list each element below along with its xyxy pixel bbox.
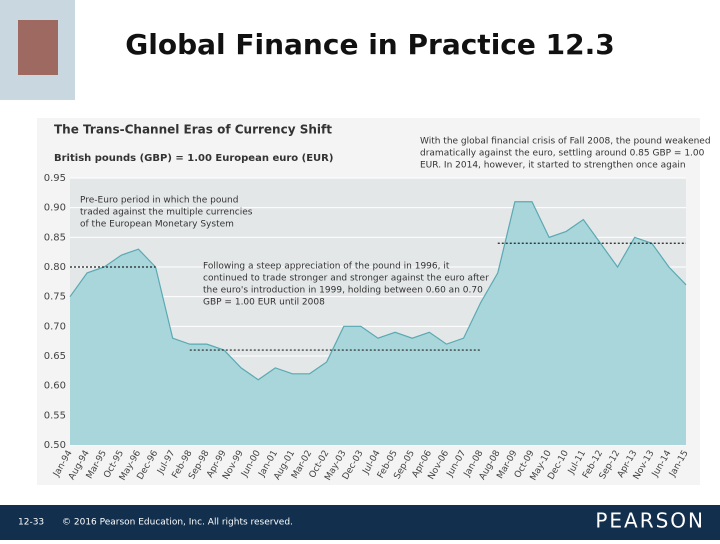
annotation: EUR. In 2014, however, it started to str… [420,161,686,171]
annotation: the euro's introduction in 1999, holding… [203,286,483,296]
y-tick-label: 0.85 [44,232,66,243]
slide-photo-sail [18,20,58,75]
annotation: Following a steep appreciation of the po… [203,262,450,272]
y-tick-label: 0.50 [44,440,66,451]
copyright: © 2016 Pearson Education, Inc. All right… [62,518,293,528]
slide-title: Global Finance in Practice 12.3 [125,28,614,61]
page-number: 12-33 [18,518,44,528]
y-tick-label: 0.65 [44,351,66,362]
y-tick-label: 0.90 [44,203,66,214]
annotation: With the global financial crisis of Fall… [420,137,711,147]
annotation: of the European Monetary System [80,220,234,230]
annotation: dramatically against the euro, settling … [420,149,705,159]
area [70,201,686,445]
footer-bar [0,505,720,540]
y-tick-label: 0.55 [44,410,66,421]
y-tick-label: 0.70 [44,321,66,332]
brand: PEARSON [595,509,705,533]
annotation: GBP = 1.00 EUR until 2008 [203,298,325,308]
y-tick-label: 0.60 [44,381,66,392]
y-tick-label: 0.75 [44,292,66,303]
annotation: Pre-Euro period in which the pound [80,196,238,206]
chart-title: The Trans-Channel Eras of Currency Shift [54,123,332,137]
annotation: continued to trade stronger and stronger… [203,274,489,284]
area-line [69,201,687,381]
chart-subtitle: British pounds (GBP) = 1.00 European eur… [54,153,333,164]
y-tick-label: 0.95 [44,173,66,184]
y-tick-label: 0.80 [44,262,66,273]
annotation: traded against the multiple currencies [80,208,253,218]
